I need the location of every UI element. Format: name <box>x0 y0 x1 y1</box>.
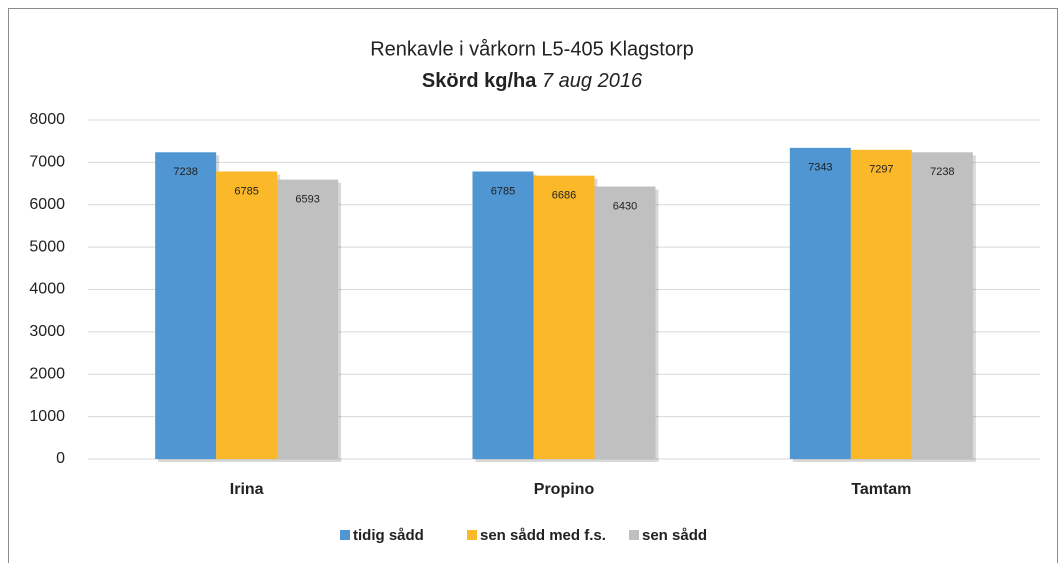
data-label: 7238 <box>173 166 197 178</box>
subtitle-date: 7 aug 2016 <box>542 70 643 92</box>
y-tick-label: 2000 <box>29 365 65 382</box>
legend-swatch <box>467 530 477 540</box>
bar <box>850 149 912 460</box>
y-tick-label: 7000 <box>29 154 65 171</box>
bar <box>594 186 656 459</box>
data-label: 6785 <box>234 185 258 197</box>
x-tick-label: Propino <box>534 481 595 498</box>
y-tick-label: 8000 <box>29 111 65 128</box>
data-label: 6430 <box>613 200 637 212</box>
chart-title: Renkavle i vårkorn L5-405 Klagstorp <box>370 38 694 60</box>
x-tick-label: Irina <box>230 481 264 498</box>
legend-label: tidig sådd <box>353 527 424 544</box>
data-label: 6785 <box>491 185 515 197</box>
bar <box>533 175 595 459</box>
y-tick-label: 0 <box>56 450 65 467</box>
bar <box>789 147 851 459</box>
y-tick-label: 5000 <box>29 238 65 255</box>
y-tick-label: 6000 <box>29 196 65 213</box>
data-label: 7297 <box>869 164 893 176</box>
data-label: 6686 <box>552 190 576 202</box>
x-tick-label: Tamtam <box>851 481 911 498</box>
legend-swatch <box>340 530 350 540</box>
bar <box>155 152 217 460</box>
y-tick-label: 3000 <box>29 323 65 340</box>
legend-swatch <box>629 530 639 540</box>
bar <box>216 171 278 459</box>
data-label: 7238 <box>930 166 954 178</box>
data-label: 6593 <box>295 194 319 206</box>
subtitle-main: Skörd kg/ha <box>422 70 537 92</box>
chart-subtitle: Skörd kg/ha 7 aug 2016 <box>422 70 643 92</box>
legend-label: sen sådd med f.s. <box>480 527 606 544</box>
y-tick-label: 1000 <box>29 408 65 425</box>
bar <box>277 179 339 459</box>
data-label: 7343 <box>808 162 832 174</box>
bar <box>472 171 534 459</box>
legend-label: sen sådd <box>642 527 707 544</box>
y-tick-label: 4000 <box>29 281 65 298</box>
bar <box>911 152 973 460</box>
